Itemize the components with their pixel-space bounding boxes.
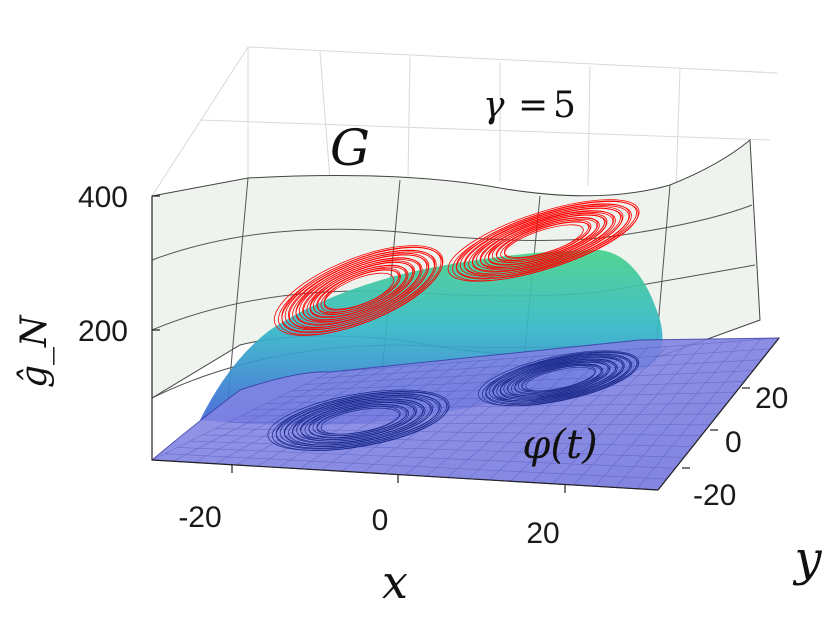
z-axis-label: ĝ_N <box>14 314 55 388</box>
attractor-lobe <box>283 395 434 446</box>
z-tick-400: 400 <box>78 181 128 214</box>
attractor-lobe <box>507 360 616 398</box>
attractor-lobe <box>521 365 596 392</box>
attractor-lobe <box>300 400 417 440</box>
floor-mesh-line <box>304 359 762 385</box>
attractor-lobe <box>320 407 400 435</box>
floor-mesh-line <box>329 337 780 373</box>
attractor-lobe <box>488 353 632 403</box>
axes-frame <box>151 196 780 491</box>
x-tick-20: 20 <box>526 517 559 550</box>
attractor-lobe <box>456 203 632 280</box>
attractor-lobe <box>485 351 638 404</box>
attractor-lobe <box>267 389 450 451</box>
attractor-lobe <box>496 357 625 402</box>
attractor-lobe <box>312 403 408 437</box>
floor-mesh-line <box>228 422 710 426</box>
attractor-projected <box>267 350 640 451</box>
attractor-lobe <box>316 405 401 435</box>
floor-mesh-line <box>164 453 667 480</box>
attractor-lobe <box>500 356 623 399</box>
floor-mesh-line <box>291 370 754 392</box>
attractor-lobe <box>323 272 395 311</box>
parameter-annotation: γ = 5 <box>483 85 576 126</box>
attractor-lobe <box>517 363 603 393</box>
attractor-lobe <box>503 358 617 398</box>
attractor-lobe <box>485 354 633 405</box>
x-tick-0: 0 <box>372 504 389 537</box>
attractor-lobe <box>477 350 640 407</box>
floor-mesh-line <box>202 434 693 447</box>
attractor-lobe <box>308 404 409 439</box>
attractor-lobe <box>279 393 441 447</box>
x-axis-label: x <box>382 555 408 609</box>
surface-label-G: G <box>330 119 370 177</box>
y-axis-label: y <box>792 531 822 587</box>
attractor-lobe <box>499 359 618 400</box>
z-tick-200: 200 <box>78 315 128 348</box>
attractor-lobe <box>292 399 426 444</box>
attractor-lobe <box>510 362 610 397</box>
parameter-eq: = <box>518 85 548 126</box>
attractor-lobe <box>482 352 639 407</box>
y-tick-minus20: -20 <box>693 479 736 512</box>
attractor-lobe <box>275 393 442 450</box>
tick-marks <box>152 195 750 493</box>
attractor-lobe <box>525 366 596 392</box>
floor-mesh-line <box>190 440 684 458</box>
floor-mesh-line <box>240 413 719 417</box>
attractor-lobe <box>271 391 449 451</box>
parameter-symbol: γ <box>483 85 505 126</box>
attractor-lobe <box>493 355 631 403</box>
attractor-lobe <box>488 217 600 266</box>
attractor-lobe <box>504 224 584 259</box>
x-tick-minus20: -20 <box>178 501 221 534</box>
attractor-lobe <box>514 364 604 395</box>
floor-mesh-line <box>253 402 728 410</box>
attractor-lobe <box>506 360 611 397</box>
parameter-value: 5 <box>553 85 576 126</box>
y-tick-0: 0 <box>725 426 742 459</box>
attractor-lobe <box>304 402 416 440</box>
attractor-lobe <box>296 398 424 442</box>
attractor-lifted <box>273 199 640 336</box>
attractor-lobe <box>288 397 433 446</box>
y-tick-20: 20 <box>755 382 788 415</box>
attractor-lobe <box>472 210 616 273</box>
curve-label-phi: φ(t) <box>522 422 597 468</box>
attractor-lobe <box>492 355 625 402</box>
floor-mesh-line <box>177 447 676 469</box>
